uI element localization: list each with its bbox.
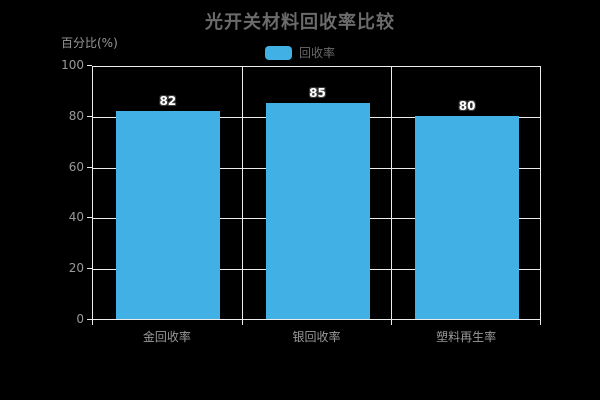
gridline-x-2 bbox=[391, 67, 393, 319]
y-tick-mark-20 bbox=[87, 268, 92, 270]
bar-value-label: 80 bbox=[458, 98, 476, 113]
bar-金回收率 bbox=[115, 110, 220, 319]
y-tick-label-100: 100 bbox=[61, 58, 84, 72]
y-tick-label-0: 0 bbox=[76, 312, 84, 326]
y-tick-mark-0 bbox=[87, 319, 92, 320]
bar-value-label: 82 bbox=[159, 93, 177, 108]
legend-swatch bbox=[264, 45, 292, 60]
plot-area: 82 85 80 bbox=[92, 66, 541, 320]
y-tick-mark-100 bbox=[87, 65, 92, 66]
chart-title: 光开关材料回收率比较 bbox=[205, 12, 395, 33]
y-tick-label-20: 20 bbox=[68, 261, 84, 276]
bar-塑料再生率 bbox=[415, 115, 520, 319]
bar-value-label: 85 bbox=[309, 86, 326, 101]
x-tick-mark-3 bbox=[540, 320, 541, 325]
x-category-label: 银回收率 bbox=[292, 330, 341, 344]
gridline-x-1 bbox=[241, 67, 243, 319]
y-tick-label-60: 60 bbox=[68, 159, 84, 174]
y-tick-label-80: 80 bbox=[68, 108, 84, 123]
x-tick-mark-2 bbox=[391, 320, 393, 325]
y-tick-label-40: 40 bbox=[68, 210, 84, 225]
x-tick-mark-0 bbox=[92, 320, 93, 325]
y-axis-title: 百分比(%) bbox=[61, 36, 118, 50]
x-category-label: 金回收率 bbox=[142, 330, 191, 344]
legend[interactable]: 回收率 bbox=[0, 44, 600, 61]
bar-银回收率 bbox=[265, 103, 370, 319]
y-tick-mark-40 bbox=[87, 217, 92, 219]
legend-label: 回收率 bbox=[298, 46, 335, 60]
y-tick-mark-60 bbox=[87, 166, 92, 168]
x-tick-mark-1 bbox=[241, 320, 243, 325]
x-category-label: 塑料再生率 bbox=[436, 330, 497, 344]
y-tick-mark-80 bbox=[87, 115, 92, 117]
